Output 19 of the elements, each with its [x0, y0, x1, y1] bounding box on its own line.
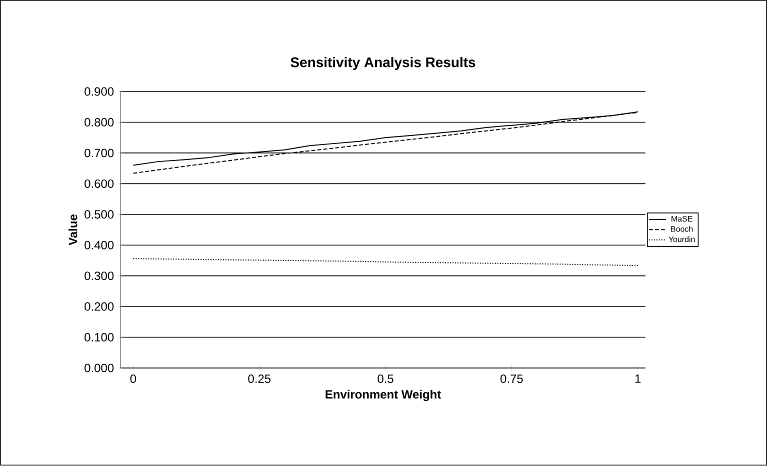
y-tick-label: 0.900 [84, 88, 114, 96]
y-tick-label: 0.400 [84, 241, 114, 250]
x-tick-label: 1 [635, 374, 641, 383]
y-tick-label: 0.800 [84, 118, 114, 127]
x-tick-label: 0.5 [378, 374, 394, 384]
y-tick-label: 0.700 [84, 148, 114, 158]
y-tick-label: 0.100 [84, 333, 114, 342]
x-tick-label: 0.25 [248, 374, 271, 384]
y-axis-title: Value [68, 214, 78, 246]
y-tick-label: 0.500 [84, 210, 114, 219]
chart-title: Sensitivity Analysis Results [290, 57, 476, 70]
x-axis-title: Environment Weight [326, 390, 441, 402]
y-tick-label: 0.000 [84, 364, 114, 372]
y-tick-label: 0.600 [84, 180, 114, 188]
x-tick-label: 0 [130, 374, 136, 384]
x-tick-label: 0.75 [500, 374, 523, 384]
y-tick-label: 0.300 [84, 272, 114, 280]
y-tick-label: 0.200 [84, 302, 114, 311]
line-series [132, 258, 638, 266]
